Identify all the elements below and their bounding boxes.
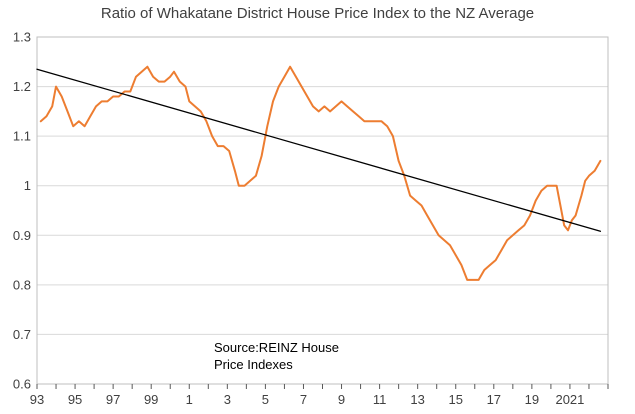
x-tick-label: 2021 [555,392,584,407]
x-tick-label: 7 [300,392,307,407]
source-note-line-1: Source:REINZ House [214,340,339,355]
x-tick-label: 17 [487,392,501,407]
series-line-ratio [39,65,602,281]
gridlines [37,86,608,335]
x-axis-ticks: 93 95 97 99 1 3 5 7 9 11 13 15 17 19 2021 [30,384,609,407]
x-tick-label: 3 [224,392,231,407]
y-tick-label: 1.2 [13,79,31,94]
series-line-trend [36,68,602,232]
y-tick-label: 0.8 [13,277,31,292]
x-tick-label: 99 [144,392,158,407]
series-group [36,65,602,281]
source-note-line-2: Price Indexes [214,357,293,372]
chart-title: Ratio of Whakatane District House Price … [101,5,534,22]
x-tick-label: 95 [68,392,82,407]
x-tick-label: 93 [30,392,44,407]
x-tick-label: 19 [525,392,539,407]
y-tick-label: 0.9 [13,228,31,243]
x-tick-label: 13 [410,392,424,407]
y-tick-label: 0.7 [13,327,31,342]
x-tick-label: 5 [262,392,269,407]
x-tick-label: 1 [186,392,193,407]
y-axis-ticks: 0.6 0.7 0.8 0.9 1 1.1 1.2 1.3 [13,30,31,392]
y-tick-label: 1.1 [13,129,31,144]
plot-area-border [36,36,609,385]
x-tick-label: 97 [106,392,120,407]
x-tick-label: 9 [338,392,345,407]
y-tick-label: 1.3 [13,30,31,45]
y-tick-label: 1 [24,178,31,193]
y-tick-label: 0.6 [13,377,31,392]
x-tick-label: 11 [373,392,387,407]
x-tick-label: 15 [448,392,462,407]
